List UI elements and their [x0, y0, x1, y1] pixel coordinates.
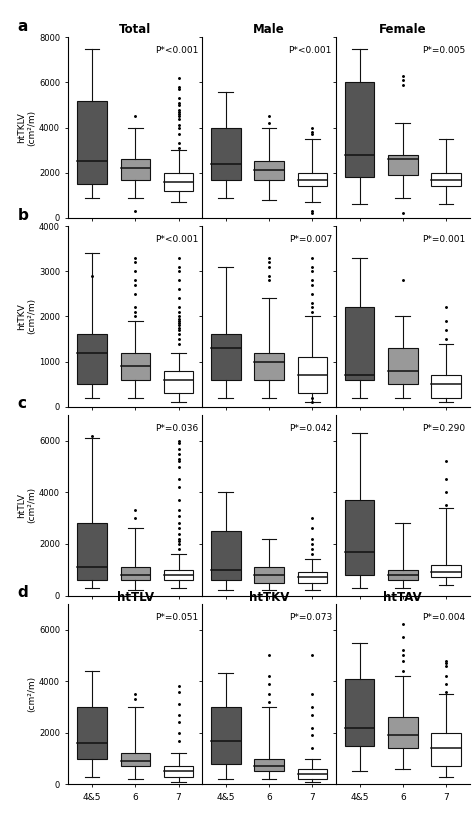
- Text: P*=0.001: P*=0.001: [422, 235, 465, 244]
- Text: b: b: [17, 208, 28, 222]
- Bar: [388, 154, 418, 175]
- Bar: [297, 769, 327, 779]
- Bar: [120, 567, 150, 580]
- Bar: [254, 567, 284, 583]
- Bar: [254, 162, 284, 179]
- Bar: [297, 357, 327, 393]
- Bar: [120, 754, 150, 766]
- Bar: [164, 173, 194, 191]
- Bar: [297, 573, 327, 583]
- Text: P*=0.036: P*=0.036: [155, 424, 198, 433]
- Bar: [254, 759, 284, 771]
- Bar: [77, 523, 107, 580]
- Text: c: c: [17, 397, 26, 412]
- Bar: [345, 679, 374, 745]
- Bar: [211, 531, 241, 580]
- Title: Total: Total: [119, 23, 152, 37]
- Y-axis label: (cm²/m): (cm²/m): [27, 676, 36, 712]
- Bar: [77, 707, 107, 759]
- Text: P*=0.290: P*=0.290: [422, 424, 465, 433]
- Bar: [120, 353, 150, 379]
- Title: Male: Male: [253, 23, 285, 37]
- Bar: [211, 707, 241, 764]
- Text: a: a: [17, 19, 28, 34]
- Bar: [431, 733, 461, 766]
- Text: P*=0.004: P*=0.004: [422, 613, 465, 622]
- Y-axis label: htTKV
(cm²/m): htTKV (cm²/m): [17, 298, 36, 334]
- Text: P*=0.073: P*=0.073: [289, 613, 332, 622]
- Y-axis label: htTLV
(cm²/m): htTLV (cm²/m): [17, 487, 36, 524]
- Title: htTKV: htTKV: [249, 591, 289, 603]
- Bar: [77, 334, 107, 384]
- Bar: [254, 353, 284, 379]
- Text: P*<0.001: P*<0.001: [155, 46, 198, 56]
- Text: P*=0.051: P*=0.051: [155, 613, 198, 622]
- X-axis label: htTLV: htTLV: [118, 607, 153, 617]
- Bar: [164, 370, 194, 393]
- Text: P*=0.042: P*=0.042: [289, 424, 332, 433]
- Bar: [388, 717, 418, 749]
- Text: P*=0.005: P*=0.005: [422, 46, 465, 56]
- Bar: [345, 307, 374, 379]
- Text: P*=0.007: P*=0.007: [289, 235, 332, 244]
- Bar: [211, 128, 241, 179]
- Text: P*<0.001: P*<0.001: [288, 46, 332, 56]
- Title: htTLV: htTLV: [117, 591, 154, 603]
- Title: Female: Female: [379, 23, 427, 37]
- Bar: [431, 375, 461, 398]
- Bar: [120, 159, 150, 179]
- Bar: [164, 569, 194, 580]
- Bar: [345, 82, 374, 178]
- Bar: [431, 564, 461, 578]
- Bar: [211, 334, 241, 379]
- Text: P*<0.001: P*<0.001: [155, 235, 198, 244]
- Bar: [297, 173, 327, 186]
- X-axis label: htTAV: htTAV: [385, 607, 421, 617]
- Bar: [388, 348, 418, 384]
- X-axis label: htTKV: htTKV: [250, 607, 288, 617]
- Title: htTAV: htTAV: [383, 591, 422, 603]
- Bar: [431, 173, 461, 186]
- Bar: [77, 100, 107, 184]
- Y-axis label: htTKLV
(cm²/m): htTKLV (cm²/m): [17, 110, 36, 146]
- Bar: [164, 766, 194, 777]
- Bar: [388, 569, 418, 580]
- Bar: [345, 500, 374, 575]
- Text: d: d: [17, 585, 28, 600]
